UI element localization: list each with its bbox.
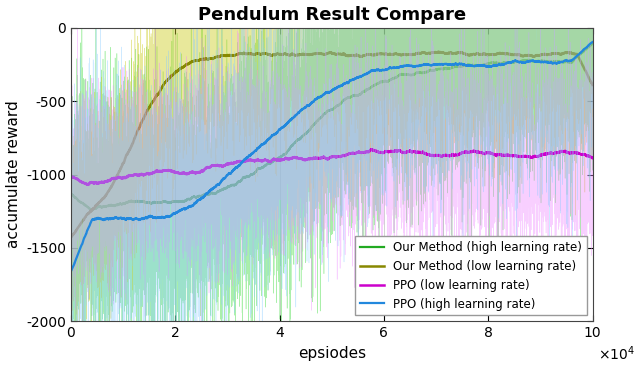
PPO (high learning rate) — [70, 264, 77, 268]
Line: PPO (low learning rate): PPO (low learning rate) — [71, 149, 593, 185]
Our Method (high learning rate) — [88, 208, 96, 212]
Our Method (high learning rate) — [322, 111, 330, 115]
PPO (high learning rate) — [561, 59, 569, 63]
PPO (low learning rate) — [89, 180, 97, 185]
Our Method (low learning rate) — [70, 232, 77, 237]
PPO (high learning rate) — [99, 217, 106, 222]
Title: Pendulum Result Compare: Pendulum Result Compare — [198, 6, 466, 24]
Our Method (high learning rate) — [589, 41, 596, 46]
PPO (low learning rate) — [170, 169, 177, 174]
Our Method (low learning rate) — [99, 197, 106, 201]
PPO (high learning rate) — [67, 269, 75, 273]
Our Method (low learning rate) — [170, 72, 177, 77]
Our Method (high learning rate) — [99, 205, 106, 209]
Our Method (low learning rate) — [89, 207, 97, 212]
Our Method (high learning rate) — [561, 60, 569, 64]
PPO (high learning rate) — [89, 217, 97, 222]
PPO (high learning rate) — [322, 91, 330, 95]
Y-axis label: accumulate reward: accumulate reward — [6, 101, 20, 248]
Our Method (low learning rate) — [322, 52, 330, 56]
Line: Our Method (high learning rate): Our Method (high learning rate) — [71, 43, 593, 210]
PPO (low learning rate) — [67, 174, 75, 178]
PPO (low learning rate) — [589, 156, 596, 160]
Our Method (high learning rate) — [67, 192, 75, 197]
Our Method (high learning rate) — [589, 41, 596, 46]
PPO (low learning rate) — [99, 180, 106, 184]
Line: PPO (high learning rate): PPO (high learning rate) — [71, 42, 593, 271]
Our Method (high learning rate) — [89, 208, 97, 212]
Our Method (low learning rate) — [561, 50, 569, 55]
X-axis label: epsiodes: epsiodes — [298, 346, 366, 361]
Our Method (high learning rate) — [70, 194, 77, 198]
Our Method (high learning rate) — [170, 199, 177, 204]
PPO (low learning rate) — [70, 175, 77, 180]
Legend: Our Method (high learning rate), Our Method (low learning rate), PPO (low learni: Our Method (high learning rate), Our Met… — [355, 236, 587, 315]
PPO (low learning rate) — [561, 149, 569, 153]
PPO (high learning rate) — [589, 40, 596, 44]
Text: $\times10^4$: $\times10^4$ — [598, 345, 635, 363]
PPO (low learning rate) — [84, 183, 92, 187]
Our Method (low learning rate) — [589, 83, 596, 87]
Our Method (low learning rate) — [435, 50, 442, 54]
Our Method (low learning rate) — [67, 236, 75, 240]
PPO (high learning rate) — [170, 212, 177, 216]
Line: Our Method (low learning rate): Our Method (low learning rate) — [71, 52, 593, 238]
PPO (low learning rate) — [322, 156, 330, 160]
PPO (low learning rate) — [367, 147, 375, 152]
